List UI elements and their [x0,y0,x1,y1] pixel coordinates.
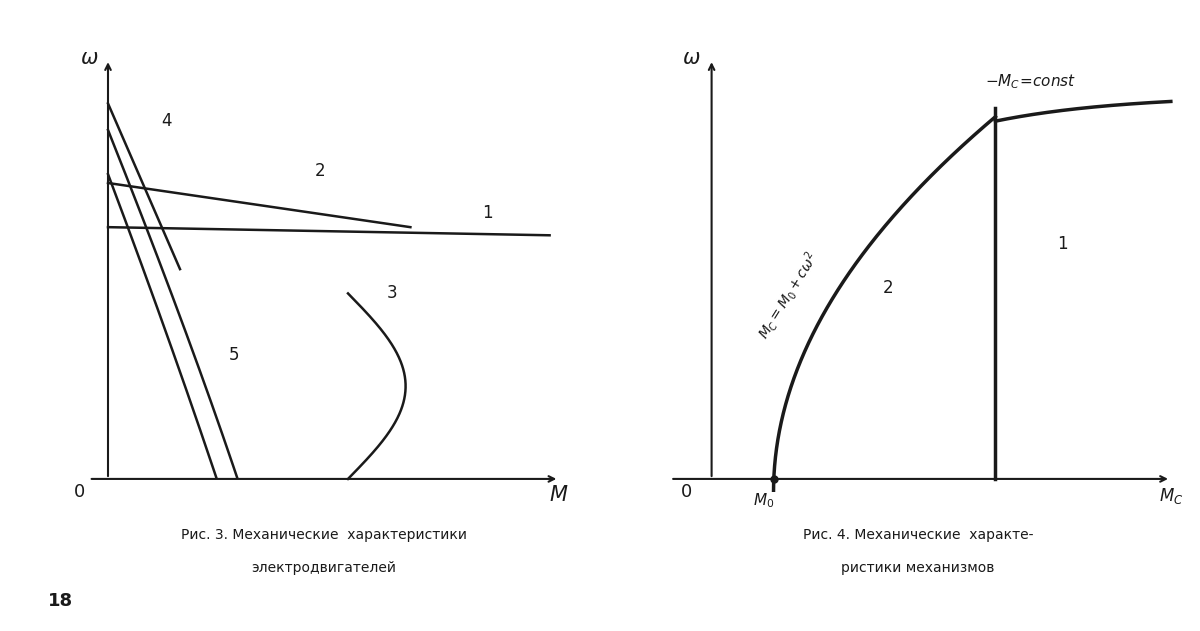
Text: $0$: $0$ [73,483,85,500]
Text: $\omega$: $\omega$ [79,49,98,68]
Text: $M_0$: $M_0$ [752,492,774,510]
Text: Рис. 3. Механические  характеристики: Рис. 3. Механические характеристики [181,528,467,541]
Text: $M_C$: $M_C$ [1159,486,1183,506]
Text: $4$: $4$ [161,112,173,129]
Text: электродвигателей: электродвигателей [252,560,396,575]
Text: $\omega$: $\omega$ [682,49,701,68]
Text: $0$: $0$ [679,483,692,500]
Text: $5$: $5$ [228,346,239,363]
Text: ристики механизмов: ристики механизмов [841,560,995,575]
Text: $-M_C\!=\!const$: $-M_C\!=\!const$ [985,72,1076,90]
Text: $2$: $2$ [882,280,893,297]
Text: $M_C = M_0 + c\omega^2$: $M_C = M_0 + c\omega^2$ [752,248,823,343]
Text: $1$: $1$ [482,205,493,222]
Text: $3$: $3$ [386,285,397,302]
Text: Рис. 4. Механические  характе-: Рис. 4. Механические характе- [803,528,1033,541]
Text: $1$: $1$ [1057,236,1068,253]
Text: $M$: $M$ [550,485,569,505]
Text: $2$: $2$ [314,163,325,180]
Text: 18: 18 [48,592,73,610]
